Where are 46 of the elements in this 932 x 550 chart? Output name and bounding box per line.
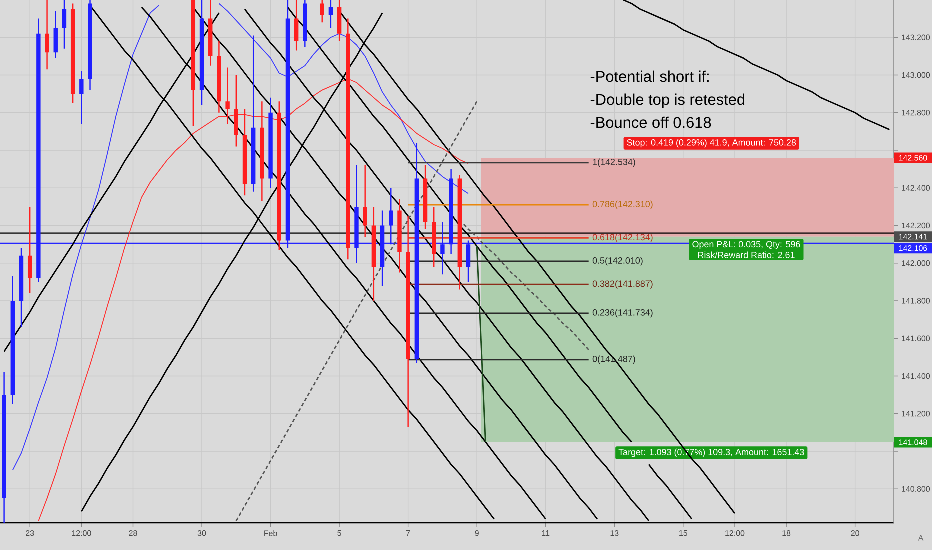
series-label: 1(142.534)	[593, 158, 636, 168]
candlestick	[88, 0, 92, 90]
candlestick	[217, 41, 222, 113]
candlestick	[208, 0, 213, 66]
candlestick	[458, 174, 462, 290]
candlestick	[28, 206, 32, 294]
candlestick	[268, 98, 273, 188]
candlestick	[423, 166, 428, 230]
candlestick	[320, 0, 324, 23]
candlestick	[70, 4, 76, 104]
candlestick	[226, 68, 230, 124]
candlestick	[260, 102, 264, 202]
candlestick	[406, 216, 410, 428]
candlestick	[346, 18, 350, 260]
candlestick	[45, 0, 50, 70]
candlestick	[10, 276, 15, 404]
candlestick	[337, 0, 342, 42]
candlestick	[294, 0, 299, 51]
annotation: Risk/Reward Ratio: 2.61	[698, 252, 795, 258]
candlestick	[54, 11, 58, 58]
candlestick	[2, 372, 6, 523]
candlestick	[277, 102, 282, 250]
series-label: 0.618(142.134)	[592, 234, 653, 242]
series-label: 0.5(142.010)	[592, 257, 643, 266]
annotation: -Potential short if:	[590, 70, 709, 82]
annotation: Open P&L: 0.035, Qty: 596	[692, 241, 800, 250]
candlestick	[432, 206, 436, 268]
candlestick	[80, 71, 84, 124]
candlestick	[62, 0, 67, 49]
candlestick	[242, 109, 248, 196]
candlestick	[303, 0, 308, 48]
candlestick	[191, 0, 196, 126]
candlestick	[200, 0, 204, 106]
annotation: -Double top is retested	[590, 94, 745, 108]
series-label: 0.236(141.734)	[592, 309, 653, 318]
band-label: Stop: 0.419 (0.29%) 41.9, Amount: 750.28	[627, 139, 796, 148]
candlestick	[372, 206, 376, 302]
candlestick	[19, 248, 24, 328]
series-label: 0.382(141.887)	[592, 280, 653, 289]
candlestick	[398, 199, 402, 273]
annotation: -Bounce off 0.618	[590, 116, 712, 128]
line-series	[459, 219, 590, 351]
candlestick	[234, 75, 238, 147]
series-label: 0.786(142.310)	[592, 200, 653, 210]
candlestick	[363, 166, 368, 238]
candlestick	[251, 36, 256, 192]
